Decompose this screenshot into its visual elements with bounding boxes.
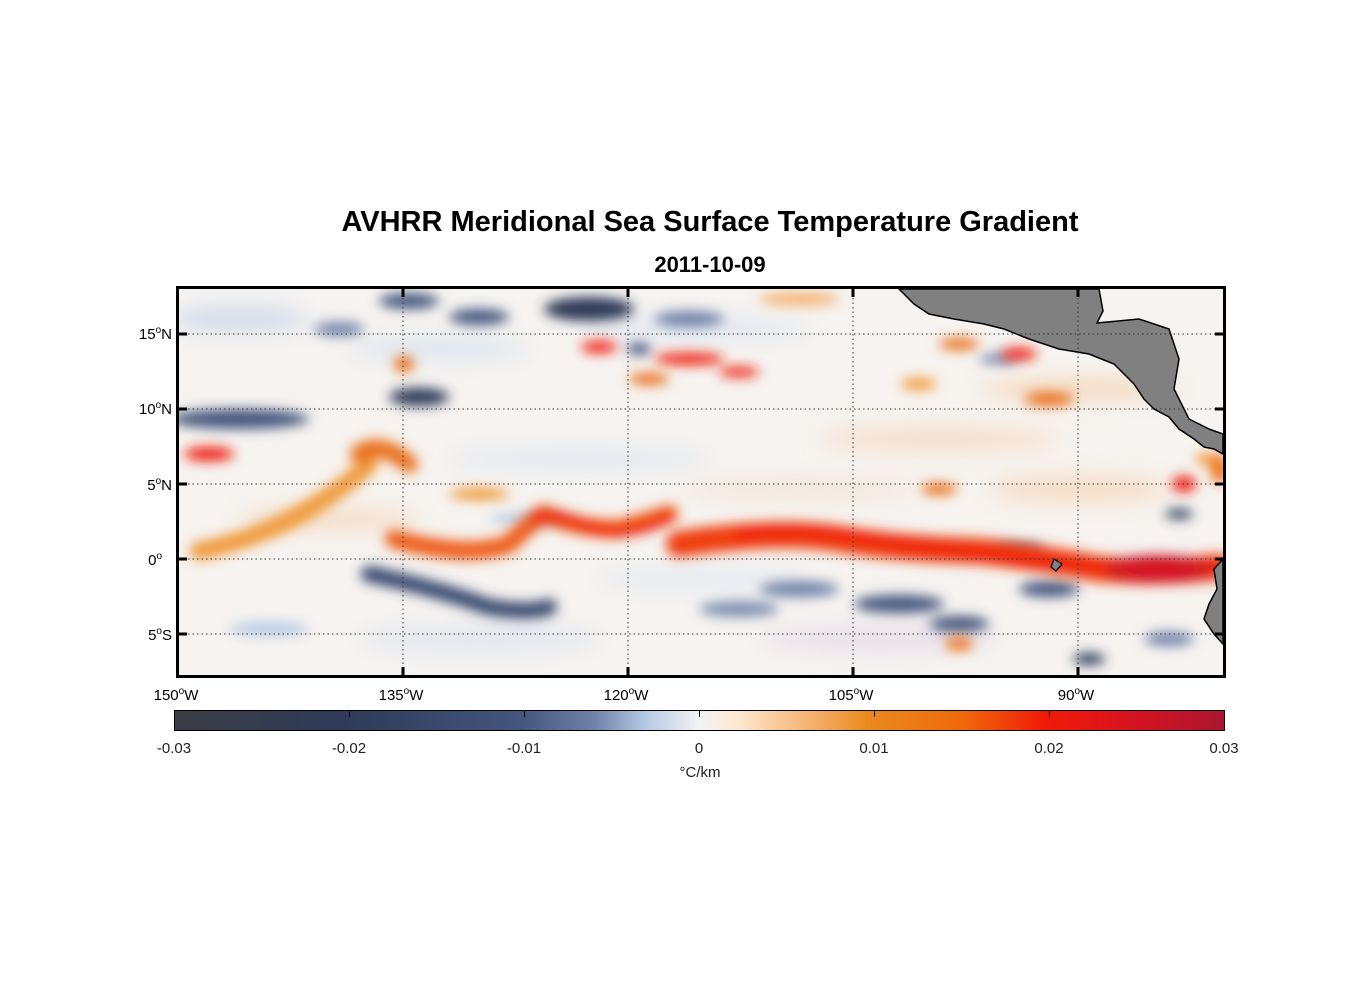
colorbar-label-neg002: -0.02 [331,740,367,757]
lon-label-105w: 105oW [828,686,874,704]
lon-label-150w: 150oW [153,686,199,704]
colorbar-tick [699,711,700,717]
chart-subtitle: 2011-10-09 [654,252,766,277]
map-panel[interactable] [176,286,1226,678]
lon-label-90w: 90oW [1057,686,1095,704]
colorbar [174,710,1225,731]
lat-label-10n: 10oN [138,400,172,418]
land-central-america [897,289,1223,455]
lat-label-0: 0o [148,551,162,569]
lat-label-15n: 15oN [138,325,172,343]
lon-label-120w: 120oW [603,686,649,704]
colorbar-label-neg001: -0.01 [506,740,542,757]
lat-label-5n: 5oN [147,476,172,494]
colorbar-tick [874,711,875,717]
colorbar-unit-label: °C/km [679,764,721,781]
chart-title: AVHRR Meridional Sea Surface Temperature… [341,206,1079,238]
colorbar-label-pos001: 0.01 [859,740,889,757]
colorbar-label-zero: 0 [694,740,704,757]
colorbar-label-neg003: -0.03 [156,740,192,757]
colorbar-tick [524,711,525,717]
colorbar-tick [349,711,350,717]
colorbar-label-pos003: 0.03 [1209,740,1239,757]
land-south-america [1203,557,1223,646]
graticule [179,289,1223,675]
map-ticks [179,289,1223,675]
colorbar-tick [1049,711,1050,717]
lon-label-135w: 135oW [378,686,424,704]
sst-gradient-map [179,289,1223,675]
lat-label-5s: 5oS [148,626,172,644]
land-galapagos [1050,558,1063,572]
colorbar-label-pos002: 0.02 [1034,740,1064,757]
